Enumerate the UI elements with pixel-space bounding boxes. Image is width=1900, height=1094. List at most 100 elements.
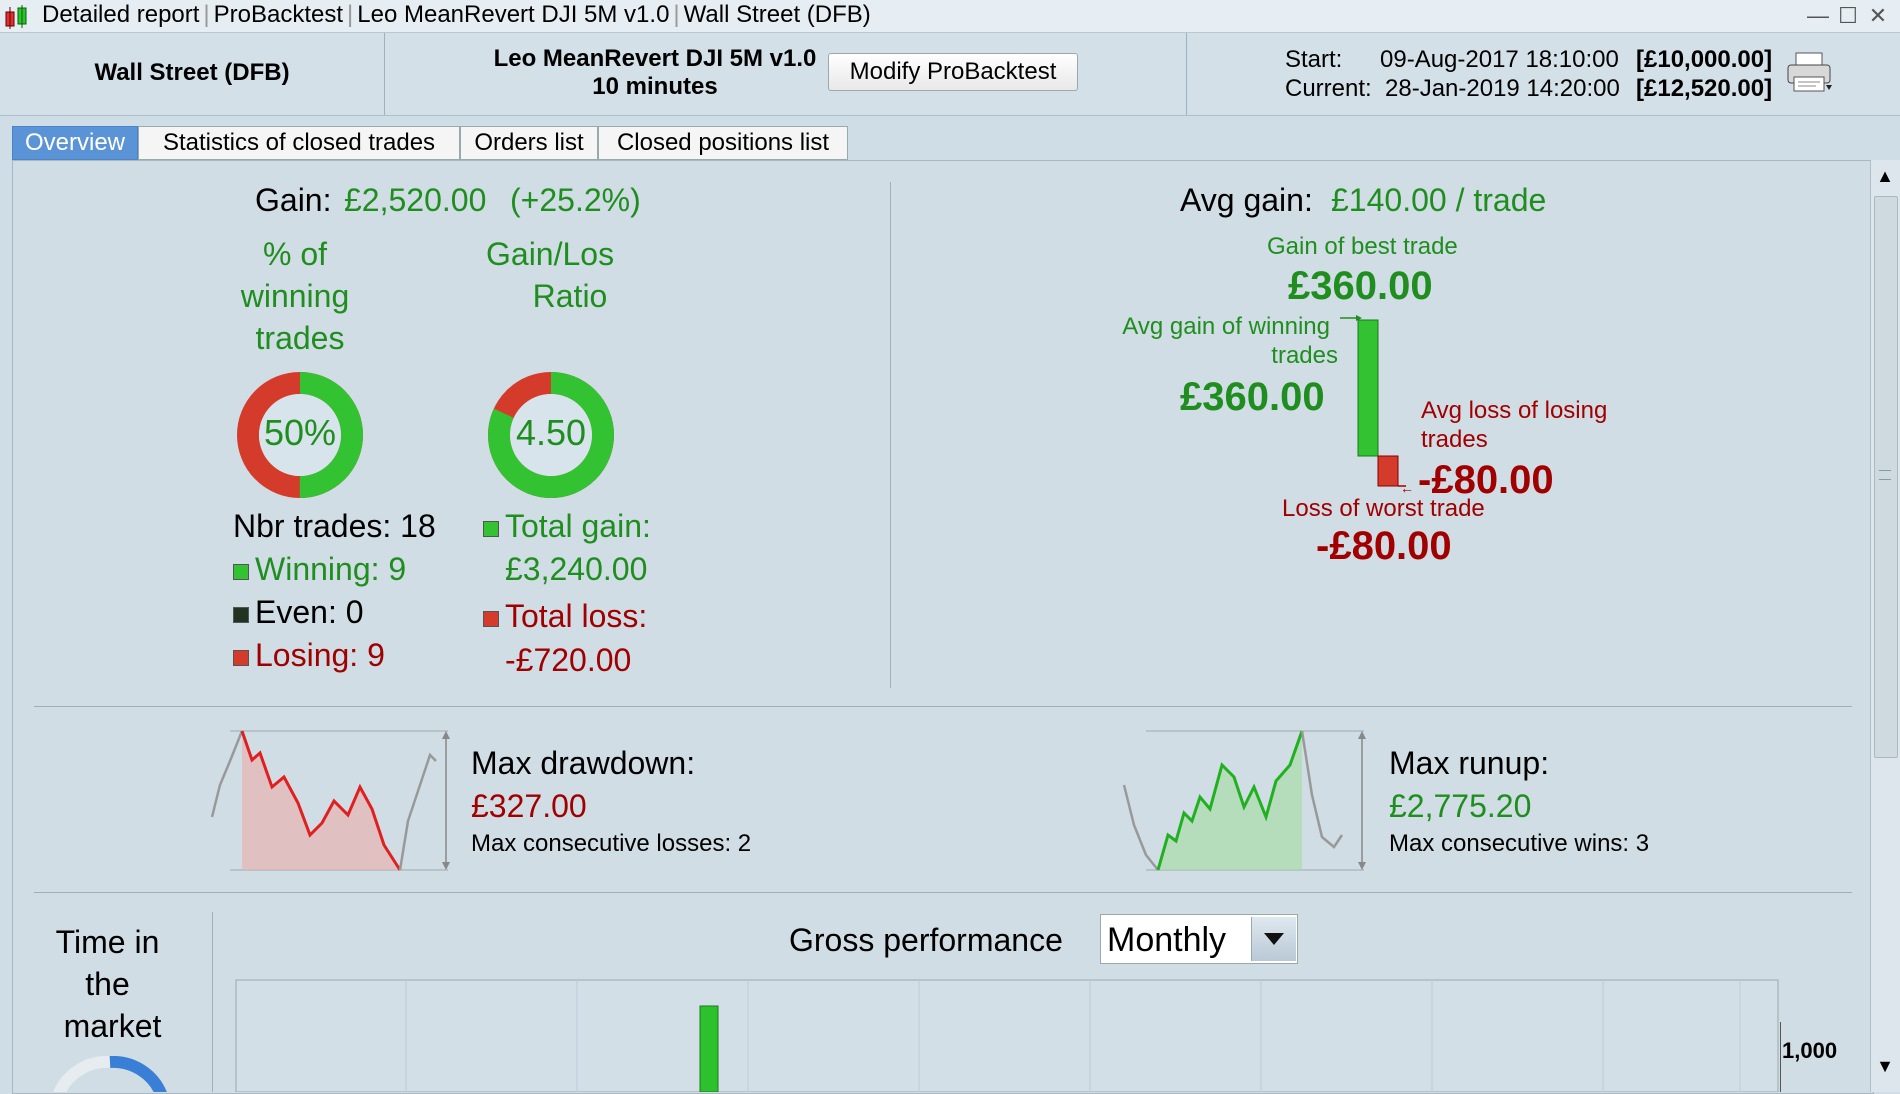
total-gain-label: Total gain:	[483, 508, 651, 545]
winning-title-line2: winning	[240, 278, 350, 314]
time-in-market-donut	[53, 1056, 167, 1092]
max-consecutive-wins: Max consecutive wins: 3	[1389, 830, 1650, 857]
winning-title-line1: % of	[262, 236, 328, 272]
tab-closed-positions-list[interactable]: Closed positions list	[598, 126, 848, 160]
scroll-up-arrow-icon[interactable]: ▲	[1876, 166, 1894, 186]
green-legend-square	[233, 563, 249, 580]
tab-statistics-closed-trades[interactable]: Statistics of closed trades	[138, 126, 460, 160]
avg-win-value: £360.00	[1180, 375, 1325, 419]
total-loss-value: -£720.00	[505, 642, 632, 678]
title-part-report: Detailed report	[42, 1, 200, 28]
section-separator	[34, 706, 1852, 707]
section-divider	[212, 912, 213, 1092]
avg-win-label-line1: Avg gain of winning	[1122, 313, 1330, 340]
timeframe: 10 minutes	[592, 73, 718, 100]
max-drawdown-label: Max drawdown:	[471, 745, 696, 781]
red-legend-square	[233, 649, 249, 666]
winning-title-line3: trades	[255, 320, 345, 356]
avg-win-bar	[1357, 319, 1379, 457]
gain-percent: (+25.2%)	[510, 182, 641, 218]
current-value: 28-Jan-2019 14:20:00	[1385, 75, 1620, 102]
avg-loss-label-line2: trades	[1421, 426, 1488, 453]
gain-label: Gain:	[255, 182, 332, 218]
ratio-value: 4.50	[515, 412, 587, 453]
avg-trade-bars	[1340, 315, 1406, 487]
minimize-button[interactable]: —	[1807, 3, 1829, 28]
winning-count: Winning: 9	[233, 551, 406, 588]
maximize-button[interactable]: ☐	[1838, 3, 1858, 28]
y-axis-tick-label: 1,000	[1782, 1038, 1838, 1063]
title-bar: Detailed report | ProBacktest | Leo MeanReve…	[0, 0, 1900, 33]
gain-loss-ratio-donut	[488, 372, 614, 498]
max-runup-chart-icon	[1122, 730, 1366, 871]
close-button[interactable]: ✕	[1868, 3, 1888, 28]
worst-trade-label: Loss of worst trade	[1282, 495, 1485, 522]
gross-performance-chart	[235, 979, 1779, 1092]
max-runup-value: £2,775.20	[1389, 788, 1532, 824]
chevron-down-icon[interactable]	[1251, 917, 1296, 961]
winning-percent: 50%	[263, 412, 337, 453]
time-in-market-line1: Time in	[55, 924, 160, 960]
start-value: 09-Aug-2017 18:10:00	[1380, 46, 1619, 73]
gross-performance-period-select[interactable]: Monthly	[1100, 914, 1298, 964]
red-legend-square	[483, 610, 499, 627]
donut-winning-segment	[237, 372, 363, 498]
even-count: Even: 0	[233, 594, 364, 631]
donut-gain-segment	[488, 372, 614, 498]
total-loss-label-text: Total loss:	[505, 598, 648, 634]
scroll-down-arrow-icon[interactable]: ▼	[1876, 1056, 1894, 1076]
title-part-probacktest: ProBacktest	[213, 1, 344, 28]
overview-panel	[12, 160, 1874, 1094]
best-trade-value: £360.00	[1288, 264, 1433, 308]
time-in-market-line3: market	[63, 1008, 162, 1044]
even-count-text: Even: 0	[255, 594, 364, 630]
ratio-title-line1: Gain/Los	[486, 236, 615, 272]
tab-orders-list[interactable]: Orders list	[460, 126, 598, 160]
candlestick-app-icon	[5, 5, 27, 29]
avg-gain-value: £140.00 / trade	[1331, 182, 1547, 218]
green-legend-square	[483, 520, 499, 537]
winning-trades-donut	[237, 372, 363, 498]
performance-bar	[699, 1005, 719, 1092]
gross-performance-label: Gross performance	[789, 922, 1063, 958]
gain-value: £2,520.00	[344, 182, 487, 218]
title-part-strategy: Leo MeanRevert DJI 5M v1.0	[357, 1, 670, 28]
avg-loss-value: -£80.00	[1418, 458, 1554, 502]
total-loss-label: Total loss:	[483, 598, 647, 635]
time-in-market-line2: the	[85, 966, 130, 1002]
section-divider	[890, 182, 891, 688]
current-capital: [£12,520.00]	[1636, 75, 1773, 102]
ratio-title-line2: Ratio	[532, 278, 608, 314]
avg-loss-label-line1: Avg loss of losing	[1421, 397, 1608, 424]
scrollbar-thumb[interactable]	[1874, 196, 1898, 758]
best-trade-label: Gain of best trade	[1267, 233, 1458, 260]
header-divider	[384, 33, 385, 115]
worst-trade-value: -£80.00	[1316, 524, 1452, 568]
report-header: Wall Street (DFB) Leo MeanRevert DJI 5M …	[0, 33, 1900, 116]
scrollbar-grip	[1879, 470, 1891, 480]
instrument-name: Wall Street (DFB)	[94, 59, 290, 86]
title-part-instrument: Wall Street (DFB)	[683, 1, 871, 28]
section-separator	[34, 892, 1852, 893]
current-label: Current:	[1285, 75, 1372, 102]
window-title: Detailed report | ProBacktest | Leo MeanReve…	[42, 1, 871, 28]
avg-gain-label: Avg gain:	[1180, 182, 1313, 218]
max-consecutive-losses: Max consecutive losses: 2	[471, 830, 752, 857]
max-runup-label: Max runup:	[1389, 745, 1550, 781]
printer-icon[interactable]	[1786, 51, 1834, 95]
y-axis-line	[1780, 1022, 1781, 1092]
losing-count: Losing: 9	[233, 637, 385, 674]
losing-count-text: Losing: 9	[255, 637, 385, 673]
max-drawdown-value: £327.00	[471, 788, 587, 824]
period-select-value: Monthly	[1107, 921, 1227, 959]
worst-trade-pointer: ←	[1400, 480, 1414, 496]
start-capital: [£10,000.00]	[1636, 46, 1773, 73]
total-gain-value: £3,240.00	[505, 551, 648, 587]
avg-win-label-line2: trades	[1271, 342, 1338, 369]
modify-probacktest-button[interactable]: Modify ProBacktest	[828, 53, 1078, 91]
winning-count-text: Winning: 9	[255, 551, 407, 587]
total-gain-label-text: Total gain:	[505, 508, 651, 544]
tab-overview[interactable]: Overview	[12, 126, 138, 160]
dark-legend-square	[233, 606, 249, 623]
avg-loss-bar	[1377, 455, 1399, 487]
